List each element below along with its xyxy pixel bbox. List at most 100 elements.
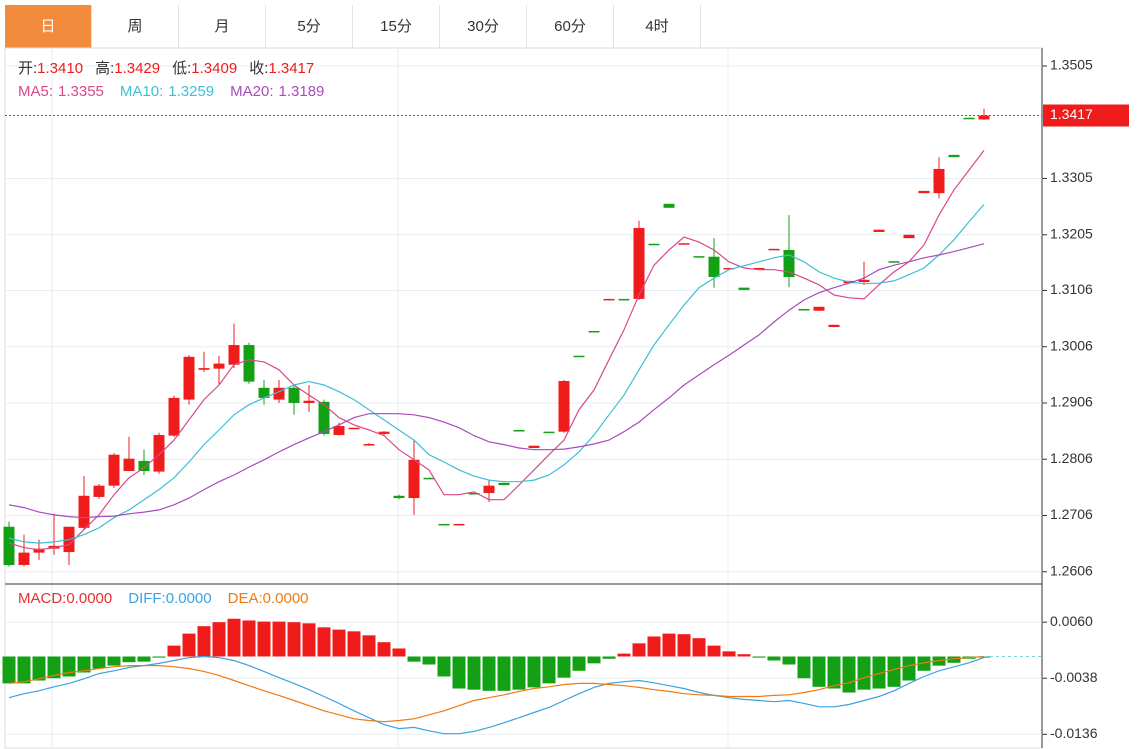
plot-frame [4, 47, 1043, 749]
period-tab[interactable]: 60分 [527, 5, 614, 48]
candle-body [888, 261, 900, 263]
candle-body [213, 363, 225, 369]
candle-body [768, 248, 780, 251]
info-label: 收: [249, 60, 268, 77]
candle-body [663, 203, 675, 208]
macd-bar [887, 656, 901, 687]
period-tabs: 日周月 5分 15分 30分 60分 4时 [5, 5, 701, 48]
macd-bar [197, 626, 211, 657]
macd-bar [677, 634, 691, 657]
legend-name: DEA: [228, 590, 263, 607]
candle-body [738, 287, 750, 290]
candle-body [573, 355, 585, 358]
candle-body [123, 458, 135, 472]
macd-bar [947, 656, 961, 663]
period-tab[interactable]: 4时 [614, 5, 701, 48]
candle-body [723, 267, 735, 270]
candle-body [18, 552, 30, 565]
macd-line [8, 655, 985, 735]
period-tab[interactable]: 周 [92, 5, 179, 48]
macd-bar [167, 645, 181, 657]
ma-legend: MA5: 1.3355 MA10: 1.3259 MA20: 1.3189 [18, 83, 324, 100]
macd-bar [707, 645, 721, 657]
macd-bar [92, 656, 106, 669]
candle-body [303, 400, 315, 403]
y-tick-label: 1.3006 [1050, 337, 1093, 353]
legend-value: 0.0000 [166, 590, 212, 607]
last-price-label: 1.3417 [1050, 106, 1093, 122]
candle-body [558, 381, 570, 432]
macd-bar [182, 633, 196, 657]
period-tab[interactable]: 日 [5, 5, 92, 48]
candle-body [423, 477, 435, 480]
candle-body [33, 548, 45, 553]
macd-bar [347, 631, 361, 657]
candle-body [3, 526, 15, 565]
macd-bar [752, 656, 766, 658]
macd-bar [737, 654, 751, 657]
macd-bar [272, 621, 286, 657]
legend-name: MACD: [18, 590, 66, 607]
period-tab[interactable]: 5分 [266, 5, 353, 48]
macd-bar [437, 656, 451, 677]
candle-body [378, 431, 390, 434]
macd-bar [47, 656, 61, 679]
macd-bar [362, 635, 376, 657]
candle-body [978, 115, 990, 120]
macd-bar [107, 656, 121, 666]
macd-bar [377, 642, 391, 657]
legend-name: MA10: [120, 83, 163, 100]
candle-body [108, 454, 120, 486]
ohlc-info: 开:1.3410 高:1.3429 低:1.3409 收:1.3417 [18, 60, 314, 77]
candle-body [603, 298, 615, 301]
macd-bar [482, 656, 496, 691]
y-tick-label: 1.2806 [1050, 450, 1093, 466]
macd-bar [782, 656, 796, 665]
candle-body [288, 387, 300, 403]
period-tab[interactable]: 月 [179, 5, 266, 48]
macd-bar [662, 633, 676, 657]
macd-bar [617, 653, 631, 657]
info-value: 1.3409 [191, 60, 237, 77]
period-tab[interactable]: 15分 [353, 5, 440, 48]
candle-body [228, 345, 240, 365]
macd-bar [917, 656, 931, 671]
macd-bar [137, 656, 151, 662]
macd-bar [242, 620, 256, 657]
candle-body [933, 168, 945, 194]
legend-name: MA20: [230, 83, 273, 100]
macd-bar [812, 656, 826, 687]
macd-bar [632, 643, 646, 657]
macd-bar [857, 656, 871, 690]
candle-body [513, 429, 525, 432]
candle-body [813, 306, 825, 311]
candle-body [408, 459, 420, 499]
candle-body [873, 229, 885, 232]
candle-body [498, 482, 510, 486]
macd-bar [422, 656, 436, 665]
candle-body [138, 460, 150, 472]
legend-value: 1.3189 [279, 83, 325, 100]
info-label: 高: [95, 60, 114, 77]
candle-body [753, 267, 765, 270]
ma-line [8, 204, 985, 544]
y-tick-label: -0.0038 [1050, 669, 1098, 685]
macd-bar [497, 656, 511, 691]
y-tick-label: 1.3505 [1050, 57, 1093, 73]
info-value: 1.3417 [268, 60, 314, 77]
macd-bar [2, 656, 16, 684]
period-tab[interactable]: 30分 [440, 5, 527, 48]
macd-bar [392, 648, 406, 657]
macd-bar [647, 636, 661, 657]
candle-body [363, 444, 375, 446]
y-tick-label: 1.3205 [1050, 225, 1093, 241]
info-label: 低: [172, 60, 191, 77]
candle-body [618, 298, 630, 301]
macd-bar [572, 656, 586, 671]
macd-bar [587, 656, 601, 664]
macd-bar [152, 656, 166, 658]
y-tick-label: -0.0136 [1050, 725, 1098, 741]
candle-body [438, 523, 450, 526]
macd-bar [317, 627, 331, 657]
